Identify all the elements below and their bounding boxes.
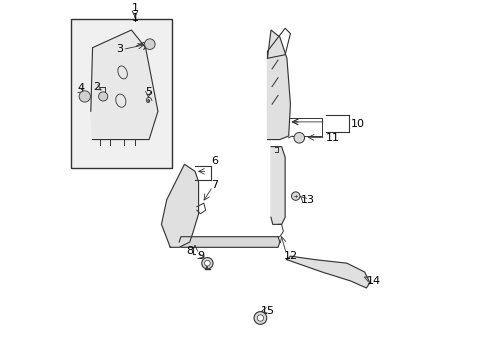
Circle shape [202,257,213,269]
Circle shape [254,312,266,324]
Text: 9: 9 [196,251,203,261]
Text: 2: 2 [93,82,100,91]
Text: 11: 11 [325,134,339,144]
Ellipse shape [116,94,126,107]
Text: 1: 1 [131,3,138,13]
Text: 5: 5 [144,87,152,97]
Text: 8: 8 [186,246,193,256]
Text: 14: 14 [366,276,380,286]
Text: 3: 3 [117,44,123,54]
Text: 6: 6 [210,156,218,166]
Polygon shape [161,164,198,247]
Circle shape [204,260,210,266]
Polygon shape [286,256,369,288]
Polygon shape [270,147,285,224]
Text: 4: 4 [78,83,84,93]
Circle shape [257,315,263,321]
Circle shape [144,39,155,49]
Polygon shape [91,30,158,140]
Circle shape [293,132,304,143]
Text: 7: 7 [210,180,218,190]
FancyBboxPatch shape [71,19,172,168]
Text: 15: 15 [260,306,274,316]
Ellipse shape [118,66,127,79]
Text: 12: 12 [283,251,297,261]
Circle shape [99,92,107,101]
Circle shape [291,192,299,200]
Text: 1: 1 [131,13,138,23]
Polygon shape [267,30,290,140]
Circle shape [79,91,90,102]
Text: 13: 13 [301,195,314,204]
Text: 10: 10 [350,119,364,129]
Polygon shape [179,237,279,247]
